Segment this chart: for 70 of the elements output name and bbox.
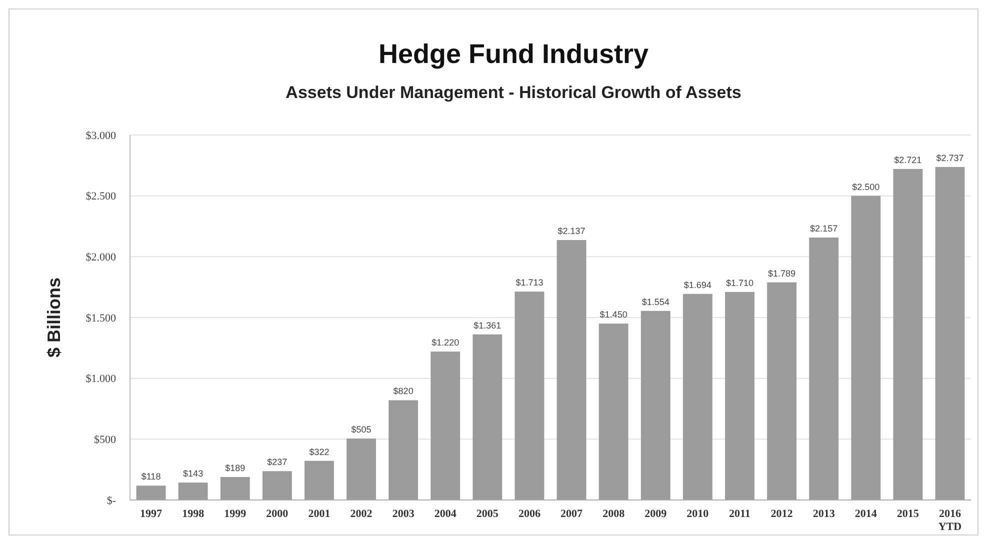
bar [725,292,754,500]
bar [430,352,460,500]
data-label: $505 [351,424,372,435]
x-tick-label: 2000 [266,508,289,520]
x-tick-label: 2013 [812,508,836,520]
x-tick-label: 2014 [854,508,878,520]
bar [851,196,881,500]
x-tick-label: 1997 [140,508,163,520]
data-label: $1.220 [432,338,460,348]
y-tick-label: $3.000 [86,130,116,142]
bar [136,486,166,500]
data-label: $143 [183,468,204,479]
x-tick-label: 2003 [392,508,415,520]
data-label: $189 [225,463,246,474]
x-tick-label: 1999 [224,508,247,520]
x-tick-label: 2005 [476,508,499,520]
data-label: $2.500 [852,182,880,192]
data-label: $1.554 [642,296,670,307]
data-label: $237 [267,457,288,468]
x-tick-label: 2011 [729,508,750,520]
data-label: $118 [141,472,161,482]
x-tick-label: 2001 [308,508,330,520]
bar [893,168,923,500]
x-tick-label: 1998 [182,508,205,520]
chart-subtitle: Assets Under Management - Historical Growth of Assets [286,83,742,102]
data-label: $1.694 [684,280,712,290]
y-tick-label: $1.500 [86,312,116,324]
y-tick-label: $500 [94,434,116,446]
bar [682,294,712,500]
bar [472,334,502,500]
y-tick-label: $1.000 [86,373,116,386]
bar [220,477,250,500]
data-label: $2.737 [936,153,964,163]
data-label: $1.789 [768,268,796,278]
y-tick-label: $2.000 [86,252,116,264]
bar [598,324,628,500]
data-label: $1.450 [600,310,628,320]
bar [640,310,670,500]
data-label: $2.721 [894,154,922,165]
data-label: $2.157 [810,224,838,234]
bar [304,460,334,500]
x-tick-label: 2016 YTD [938,508,962,533]
bar [346,438,376,500]
x-tick-label: 2010 [686,508,710,520]
bar [178,482,208,500]
bar [514,292,544,500]
data-label: $1.713 [516,278,544,288]
y-axis-title: $ Billions [44,277,64,358]
bar [809,238,839,500]
chart-title: Hedge Fund Industry [378,39,648,69]
x-tick-label: 2009 [644,508,668,520]
y-tick-label: $2.500 [86,190,116,203]
x-tick-label: 2012 [770,508,794,520]
x-tick-label: 2007 [560,508,584,520]
data-label: $1.361 [474,320,502,330]
bar [935,167,965,500]
x-tick-label: 2006 [518,508,541,520]
data-label: $322 [309,446,330,457]
data-label: $1.710 [726,278,754,288]
x-tick-label: 2002 [350,508,373,520]
data-label: $820 [393,386,414,396]
bar [556,240,586,500]
bar [388,400,418,500]
bar [262,471,292,500]
x-tick-label: 2008 [602,508,626,520]
data-label: $2.137 [558,226,586,236]
x-tick-label: 2004 [434,508,457,520]
x-tick-label: 2015 [896,508,920,520]
bar [767,282,796,500]
y-tick-label: $- [106,494,116,507]
